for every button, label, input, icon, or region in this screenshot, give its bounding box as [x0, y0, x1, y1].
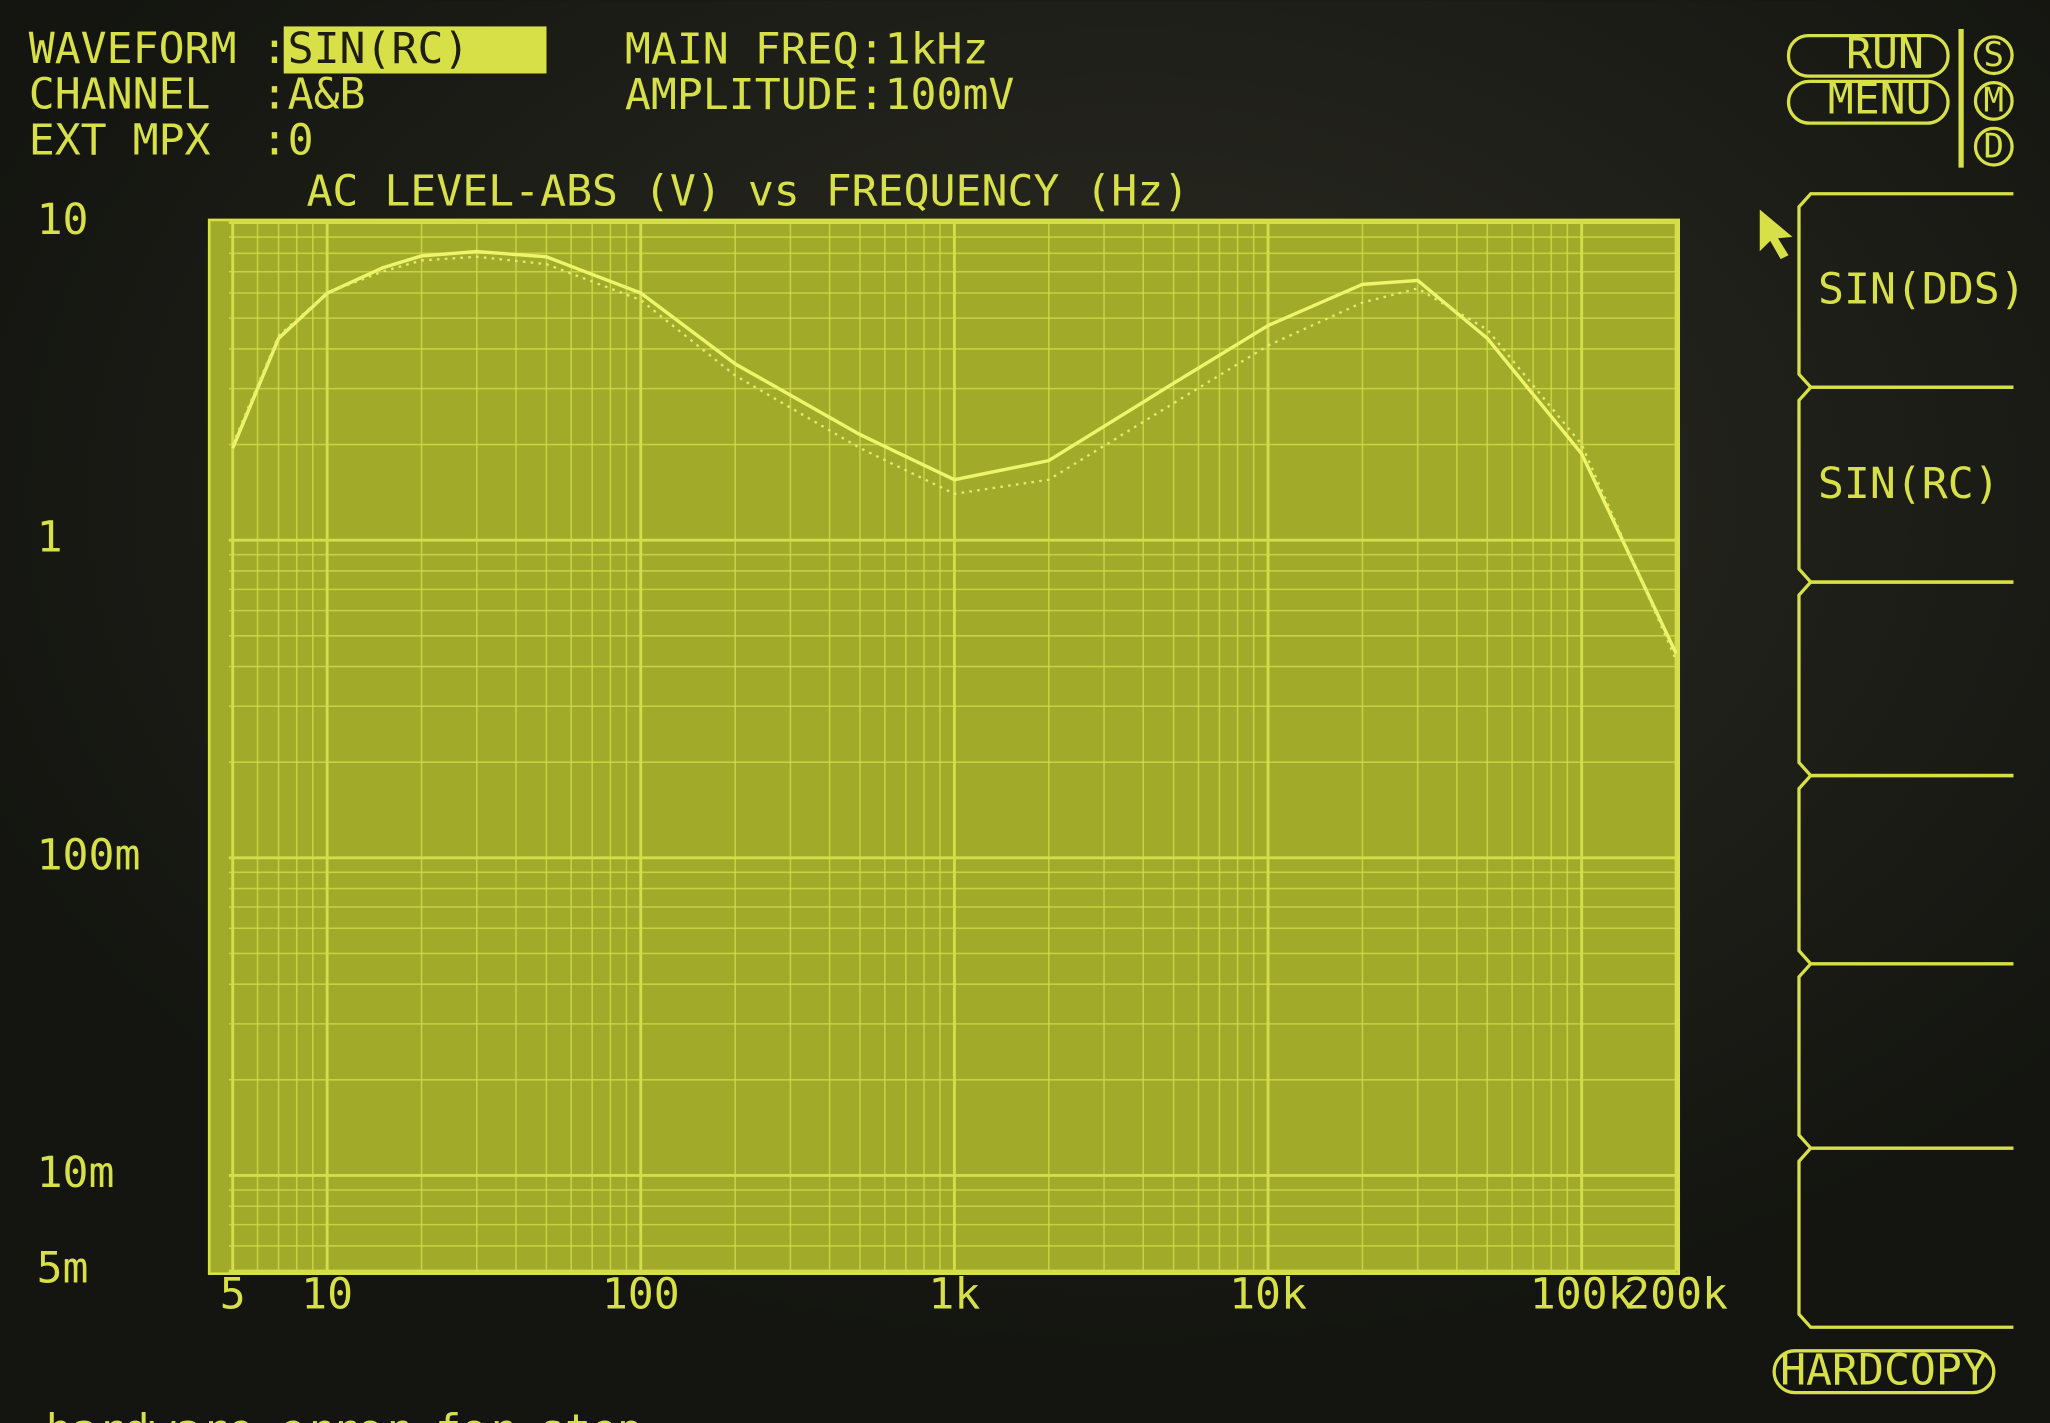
field-value: SIN(RC): [288, 24, 470, 74]
x-tick-label: 10k: [1229, 1270, 1307, 1320]
separator: :: [261, 24, 287, 74]
button-frame: [1786, 79, 1950, 125]
button-frame: [1786, 33, 1950, 78]
softkey-frame[interactable]: [1797, 1146, 2014, 1329]
indicator: D: [1984, 127, 2004, 167]
indicator-ring: [1973, 81, 2014, 121]
button-label: RUN: [1846, 29, 1924, 79]
x-tick-label: 1k: [928, 1270, 980, 1320]
field-value: A&B: [288, 70, 366, 120]
x-tick-label: 200k: [1624, 1270, 1728, 1320]
waveform-highlight: [283, 26, 547, 74]
indicator-ring: [1973, 35, 2014, 76]
button-frame: [1772, 1349, 1996, 1395]
y-tick-label: 1: [37, 513, 63, 563]
setting-value: 1kHz: [885, 24, 989, 74]
plot-area: [207, 218, 1681, 1275]
separator: :: [261, 115, 287, 165]
separator: :: [859, 24, 885, 74]
setting-value: 100mV: [885, 70, 1015, 120]
indicator: S: [1984, 35, 2004, 75]
run-button[interactable]: RUN: [1786, 29, 1950, 79]
field-label: EXT MPX: [29, 115, 211, 165]
menu-button[interactable]: MENU: [1786, 75, 1950, 125]
separator: :: [261, 70, 287, 120]
y-tick-label: 10: [37, 195, 89, 245]
setting: AMPLITUDE:100mV: [625, 70, 1014, 120]
setting-label: AMPLITUDE: [625, 70, 859, 120]
button-label: HARDCOPY: [1780, 1346, 1988, 1396]
x-tick-label: 5: [220, 1270, 246, 1320]
field-label: WAVEFORM: [29, 24, 237, 74]
separator: :: [859, 70, 885, 120]
chart-title: AC LEVEL-ABS (V) vs FREQUENCY (Hz): [306, 166, 1189, 216]
softkey-label: SIN(DDS): [1818, 264, 2026, 314]
x-tick-label: 100k: [1530, 1270, 1634, 1320]
x-tick-label: 10: [301, 1270, 353, 1320]
field-label: CHANNEL: [29, 70, 211, 120]
indicators: S M D: [1973, 35, 2014, 167]
softkey-label: SIN(RC): [1818, 459, 2000, 509]
x-tick-label: 100: [602, 1270, 680, 1320]
y-tick-label: 10m: [37, 1148, 115, 1198]
setting-label: MAIN FREQ: [625, 24, 859, 74]
y-tick-label: 100m: [37, 830, 141, 880]
softkeys: SIN(DDS) SIN(RC): [1797, 192, 2026, 1329]
header: WAVEFORM : SIN(RC) CHANNEL : A&B EXT MPX…: [29, 24, 1015, 166]
field-value: 0: [288, 115, 314, 165]
status-line: hardware error for step: [46, 1406, 643, 1423]
button-label: MENU: [1828, 75, 1932, 125]
indicator: M: [1984, 81, 2004, 121]
series-line: [231, 249, 1678, 655]
setting: MAIN FREQ:1kHz: [625, 24, 988, 74]
cursor: [1759, 209, 1793, 260]
indicator-ring: [1973, 126, 2014, 167]
hardcopy-button[interactable]: HARDCOPY: [1772, 1346, 1996, 1396]
y-tick-label: 5m: [37, 1244, 89, 1294]
